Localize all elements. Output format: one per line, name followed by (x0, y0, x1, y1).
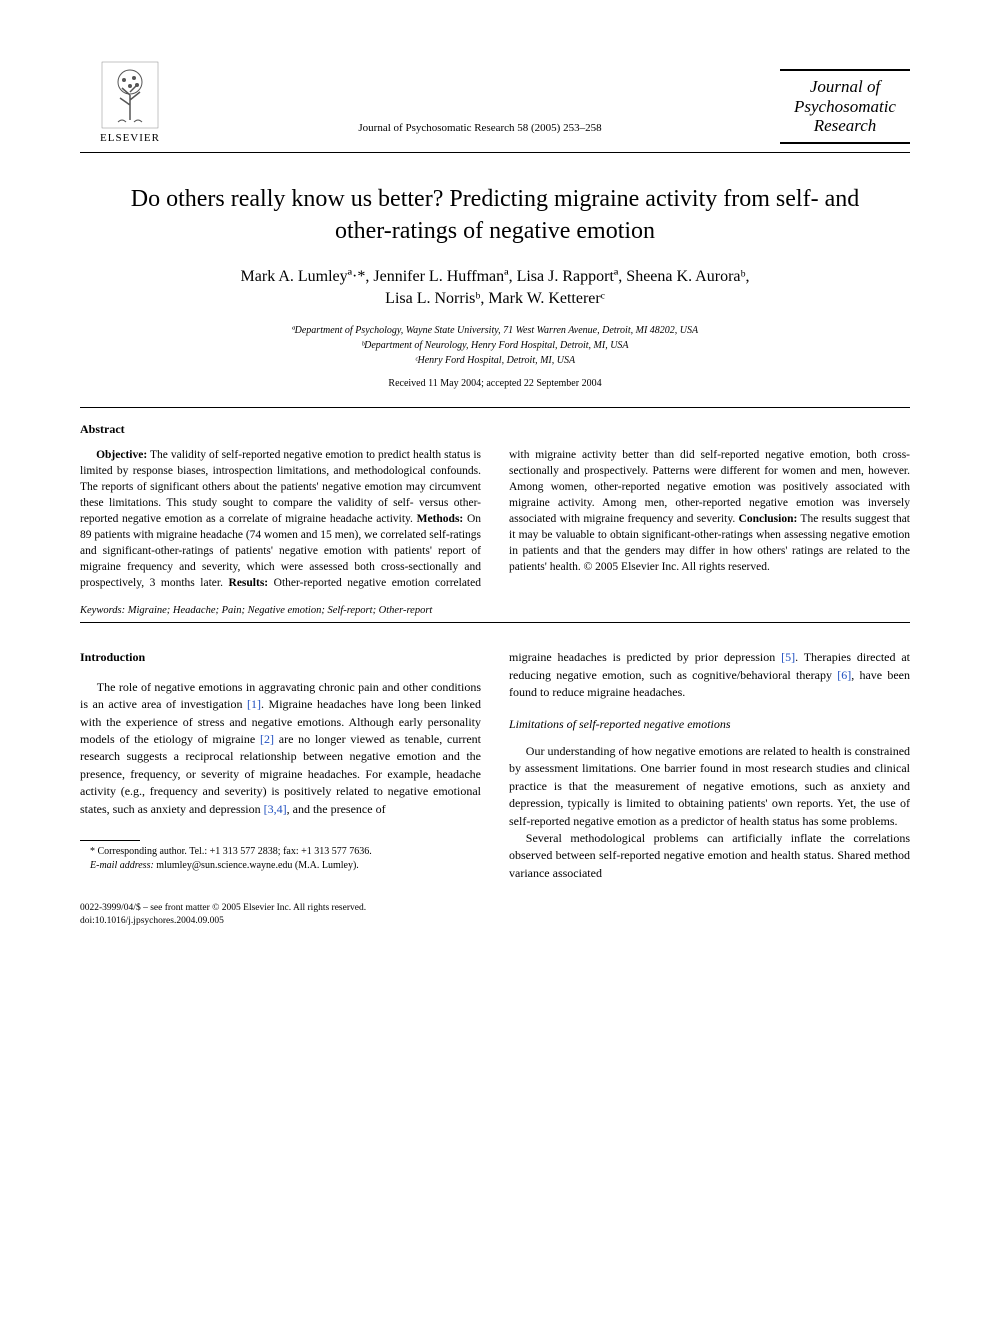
keywords: Keywords: Migraine; Headache; Pain; Nega… (80, 605, 910, 616)
affiliation: ᵇDepartment of Neurology, Henry Ford Hos… (80, 338, 910, 353)
header-rule (80, 152, 910, 153)
email-address: mlumley@sun.science.wayne.edu (M.A. Luml… (154, 860, 359, 871)
footnote-rule (80, 840, 140, 841)
intro-paragraph: The role of negative emotions in aggrava… (80, 679, 481, 818)
doi-line: doi:10.1016/j.jpsychores.2004.09.005 (80, 915, 910, 928)
elsevier-tree-icon (100, 60, 160, 130)
authors-line: Mark A. Lumleyª·*, Jennifer L. Huffmanª,… (241, 268, 750, 285)
affiliation: ᶜHenry Ford Hospital, Detroit, MI, USA (80, 353, 910, 368)
email-label: E-mail address: (90, 860, 154, 871)
authors: Mark A. Lumleyª·*, Jennifer L. Huffmanª,… (80, 266, 910, 311)
citation: [1] (247, 697, 261, 711)
copyright-line: 0022-3999/04/$ – see front matter © 2005… (80, 902, 910, 915)
page-footer: 0022-3999/04/$ – see front matter © 2005… (80, 902, 910, 929)
affiliations: ªDepartment of Psychology, Wayne State U… (80, 323, 910, 368)
journal-header: ELSEVIER Journal of Psychosomatic Resear… (80, 60, 910, 144)
affiliation: ªDepartment of Psychology, Wayne State U… (80, 323, 910, 338)
citation: [2] (260, 732, 274, 746)
publisher-name: ELSEVIER (100, 132, 160, 144)
abstract-bottom-rule (80, 622, 910, 623)
abstract-heading: Abstract (80, 422, 910, 437)
citation: [5] (781, 650, 795, 664)
body-paragraph: Our understanding of how negative emotio… (509, 743, 910, 830)
journal-logo: Journal of Psychosomatic Research (780, 69, 910, 144)
corresponding-footnote: * Corresponding author. Tel.: +1 313 577… (80, 845, 481, 859)
abstract-top-rule (80, 407, 910, 408)
subsection-heading: Limitations of self-reported negative em… (509, 716, 910, 733)
publisher-block: ELSEVIER (80, 60, 180, 144)
abstract-text: Objective: The validity of self-reported… (80, 447, 910, 592)
journal-logo-line: Journal of (784, 77, 906, 97)
journal-reference: Journal of Psychosomatic Research 58 (20… (180, 122, 780, 144)
body-paragraph: Several methodological problems can arti… (509, 830, 910, 882)
article-dates: Received 11 May 2004; accepted 22 Septem… (80, 378, 910, 389)
abstract-body: Objective: The validity of self-reported… (80, 447, 910, 592)
article-title: Do others really know us better? Predict… (110, 183, 880, 248)
citation: [3,4] (264, 802, 287, 816)
article-body: Introduction The role of negative emotio… (80, 649, 910, 882)
authors-line: Lisa L. Norrisᵇ, Mark W. Kettererᶜ (385, 290, 605, 307)
journal-logo-line: Research (784, 116, 906, 136)
journal-logo-line: Psychosomatic (784, 97, 906, 117)
intro-paragraph-cont: migraine headaches is predicted by prior… (509, 649, 910, 701)
intro-heading: Introduction (80, 649, 481, 666)
email-footnote: E-mail address: mlumley@sun.science.wayn… (80, 859, 481, 873)
citation: [6] (837, 668, 851, 682)
